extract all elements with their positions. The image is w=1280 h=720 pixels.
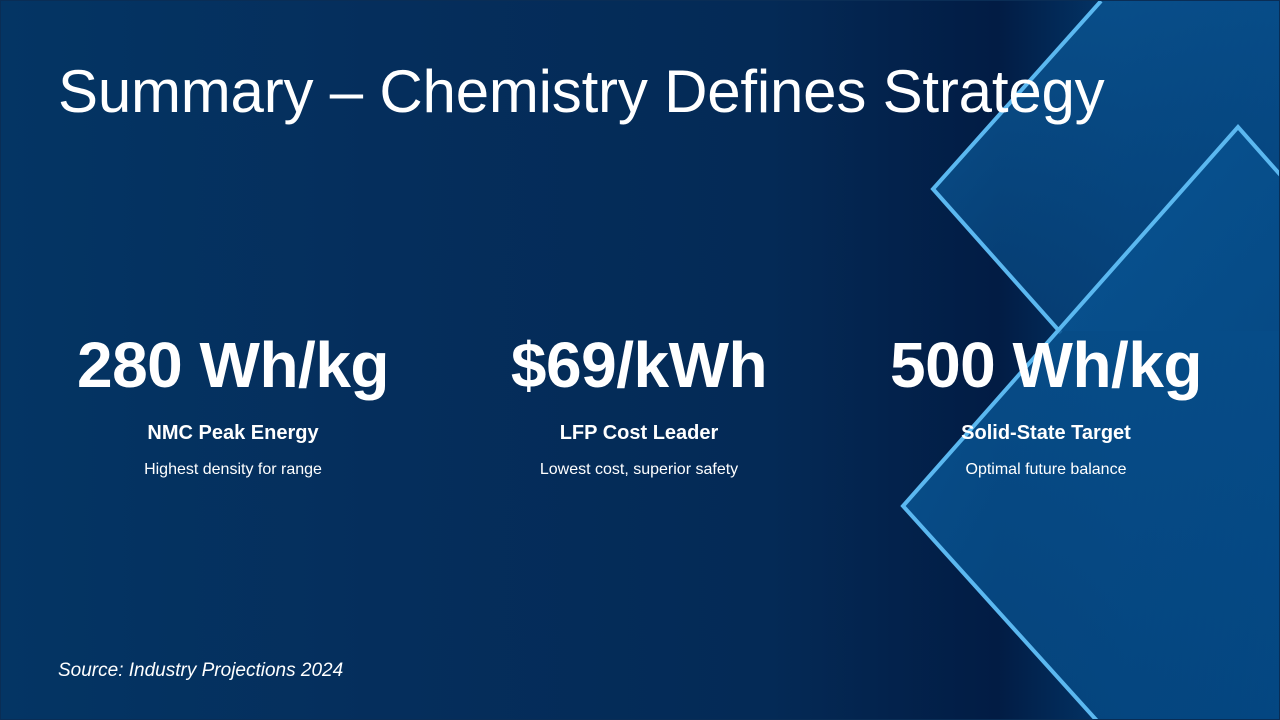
stat-description: Optimal future balance [965,461,1127,478]
stat-label: Solid-State Target [961,422,1131,444]
stat-description: Highest density for range [144,461,322,478]
slide-title: Summary – Chemistry Defines Strategy [58,58,1105,125]
stat-value: $69/kWh [510,329,768,401]
stat-label: LFP Cost Leader [559,422,719,444]
stat-label: NMC Peak Energy [147,422,319,444]
stat-card-lfp: $69/kWh LFP Cost Leader Lowest cost, sup… [429,329,849,480]
stat-card-solid-state: 500 Wh/kg Solid-State Target Optimal fut… [836,329,1256,480]
stat-card-nmc: 280 Wh/kg NMC Peak Energy Highest densit… [23,329,443,480]
stat-value: 280 Wh/kg [76,329,390,401]
stat-value: 500 Wh/kg [889,329,1203,401]
stat-description: Lowest cost, superior safety [539,461,739,478]
source-citation: Source: Industry Projections 2024 [58,660,344,681]
